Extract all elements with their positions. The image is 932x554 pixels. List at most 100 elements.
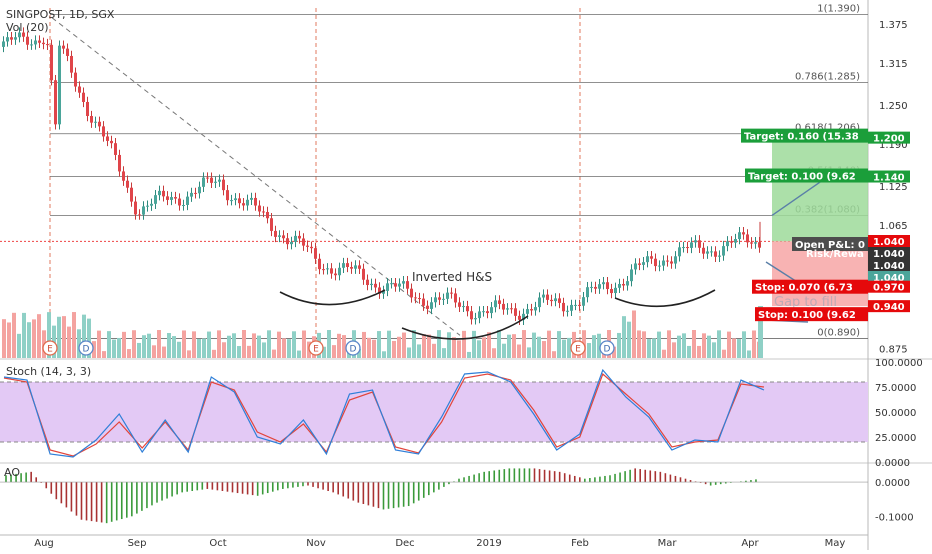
candle-body	[602, 282, 605, 285]
candle-body	[166, 196, 169, 200]
candle-body	[638, 263, 641, 265]
axis-price-tag-label: 1.040	[873, 273, 905, 284]
volume-bar	[92, 341, 96, 358]
volume-bar	[72, 312, 76, 358]
candle-body	[426, 305, 429, 309]
price-axis-tick: 1.190	[879, 140, 908, 151]
volume-bar	[522, 330, 526, 358]
candle-body	[666, 260, 669, 262]
candle-body	[450, 292, 453, 294]
time-axis-tick: Sep	[128, 538, 147, 549]
volume-bar	[627, 321, 631, 358]
candle-body	[490, 307, 493, 314]
time-axis-tick: Dec	[395, 538, 414, 549]
volume-bar	[402, 332, 406, 358]
candle-body	[710, 251, 713, 253]
volume-bar	[492, 348, 496, 358]
volume-bar	[732, 338, 736, 358]
volume-bar	[2, 319, 6, 358]
volume-bar	[257, 335, 261, 358]
axis-price-tag-label: 1.200	[873, 134, 905, 145]
volume-bar	[437, 330, 441, 358]
volume-bar	[282, 338, 286, 358]
event-marker[interactable]	[345, 340, 361, 356]
price-tag-bg	[745, 168, 868, 183]
volume-bar	[687, 345, 691, 358]
candle-body	[686, 247, 689, 249]
candle-body	[414, 297, 417, 299]
volume-bar	[247, 345, 251, 358]
candle-body	[534, 307, 537, 311]
volume-bar	[642, 331, 646, 358]
candle-body	[662, 260, 665, 266]
volume-bar	[232, 333, 236, 358]
event-marker[interactable]	[599, 340, 615, 356]
candle-body	[118, 154, 121, 172]
stoch-k-line	[3, 368, 765, 458]
candle-body	[430, 302, 433, 309]
candle-body	[630, 269, 633, 282]
candle-body	[398, 283, 401, 287]
axis-price-tag	[868, 280, 910, 293]
volume-bar	[487, 332, 491, 358]
volume-bar	[252, 333, 256, 358]
candle-body	[390, 283, 393, 285]
volume-bar	[132, 330, 136, 358]
candle-body	[14, 37, 17, 40]
volume-bar	[222, 342, 226, 358]
candle-body	[322, 269, 325, 271]
volume-bar	[82, 314, 86, 358]
volume-bar	[97, 330, 101, 358]
volume-bar	[737, 339, 741, 358]
event-marker[interactable]	[570, 340, 586, 356]
volume-bar	[387, 330, 391, 358]
volume-bar	[472, 330, 476, 358]
volume-bar	[422, 334, 426, 358]
candle-body	[158, 190, 161, 196]
volume-bar	[702, 333, 706, 358]
candle-body	[742, 232, 745, 235]
candle-body	[578, 304, 581, 306]
candle-body	[678, 247, 681, 257]
candle-body	[98, 121, 101, 127]
candle-body	[142, 206, 145, 215]
time-axis-tick: Aug	[34, 538, 54, 549]
volume-bar	[482, 337, 486, 358]
time-axis-tick: 2019	[476, 538, 501, 549]
candle-body	[226, 190, 229, 201]
axis-price-tag	[868, 170, 910, 183]
candle-body	[202, 177, 205, 187]
candle-body	[554, 298, 557, 302]
candle-body	[558, 298, 561, 303]
candle-body	[574, 304, 577, 306]
stoch-axis-tick: 50.0000	[875, 408, 916, 419]
candle-body	[126, 180, 129, 188]
volume-bar	[512, 334, 516, 358]
volume-bar	[442, 348, 446, 358]
candle-body	[682, 247, 685, 249]
volume-bar	[322, 346, 326, 358]
price-tag-label: Open P&L: 0	[795, 240, 865, 251]
volume-bar	[37, 314, 41, 358]
candle-body	[670, 261, 673, 264]
volume-bar	[137, 342, 141, 358]
volume-bar	[337, 333, 341, 358]
volume-bar	[192, 331, 196, 358]
time-axis-tick: Mar	[658, 538, 678, 549]
candle-body	[46, 44, 49, 46]
candle-body	[42, 42, 45, 45]
candle-body	[22, 32, 25, 37]
candle-body	[50, 44, 53, 81]
axis-price-tag	[868, 235, 910, 247]
volume-bar	[747, 350, 751, 358]
candle-body	[282, 235, 285, 239]
candle-body	[374, 283, 377, 288]
event-marker[interactable]	[308, 340, 324, 356]
event-marker[interactable]	[42, 340, 58, 356]
candle-body	[238, 198, 241, 204]
candle-body	[590, 286, 593, 288]
event-marker[interactable]	[78, 340, 94, 356]
candle-body	[306, 245, 309, 247]
